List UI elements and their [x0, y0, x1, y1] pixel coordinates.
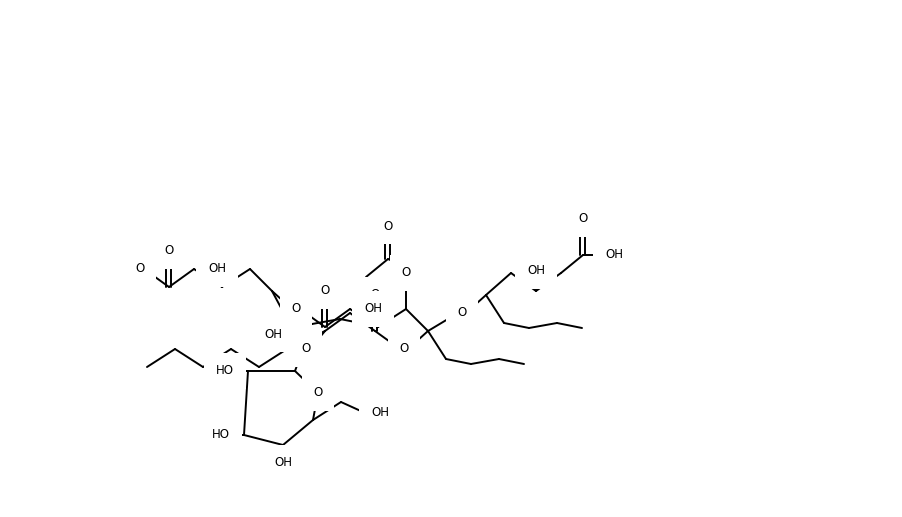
Text: HO: HO [216, 364, 234, 377]
Text: O: O [457, 307, 466, 320]
Text: OH: OH [207, 263, 226, 276]
Text: OH: OH [527, 265, 545, 278]
Text: O: O [291, 302, 300, 315]
Text: OH: OH [371, 405, 389, 418]
Text: O: O [383, 220, 392, 233]
Text: OH: OH [604, 249, 622, 262]
Text: OH: OH [273, 457, 291, 469]
Text: O: O [320, 284, 329, 297]
Text: O: O [370, 288, 379, 301]
Text: O: O [578, 212, 587, 225]
Text: O: O [313, 387, 322, 400]
Text: O: O [399, 342, 409, 356]
Text: O: O [164, 245, 173, 257]
Text: O: O [135, 263, 144, 276]
Text: OH: OH [263, 327, 281, 341]
Text: O: O [400, 266, 410, 280]
Text: HO: HO [212, 429, 230, 442]
Text: OH: OH [364, 302, 382, 315]
Text: O: O [301, 342, 310, 356]
